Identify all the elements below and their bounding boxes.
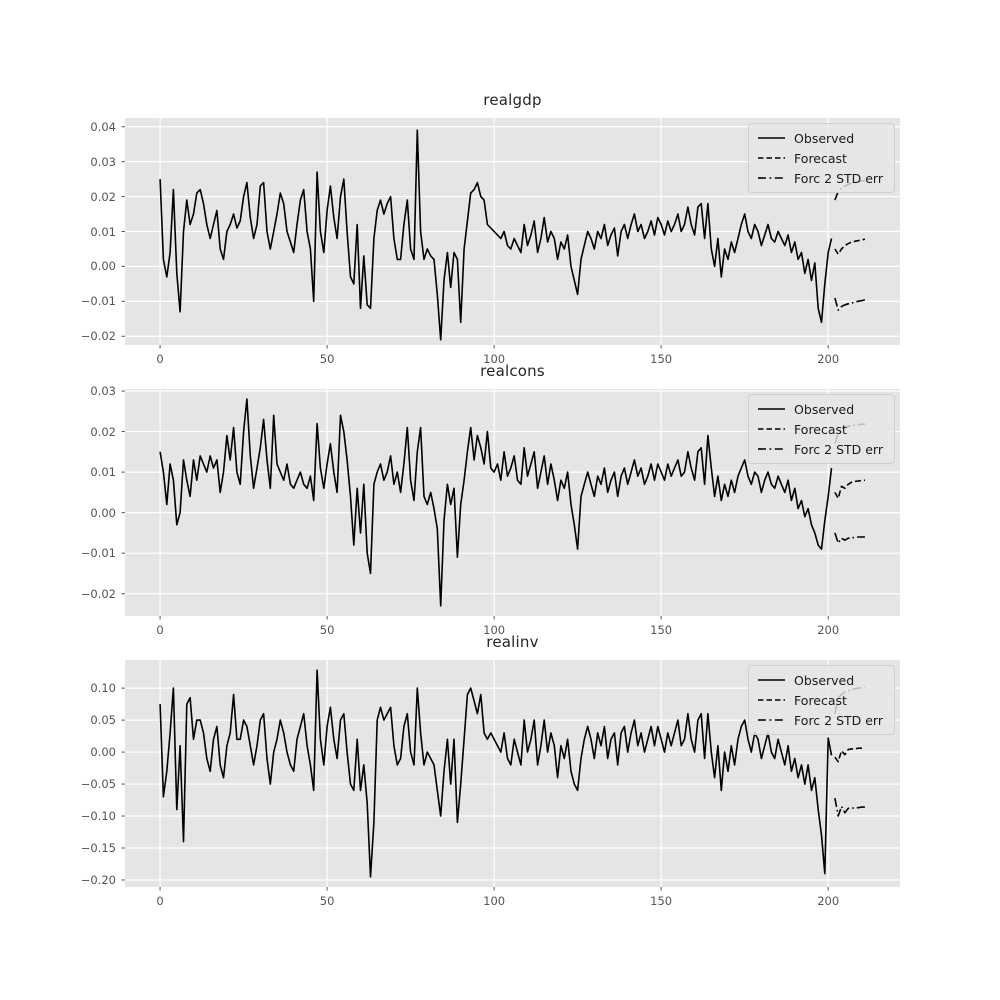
y-tick-label: 0.04 <box>90 119 116 134</box>
y-tick-label: −0.20 <box>80 872 116 887</box>
legend-label: Observed <box>794 401 855 417</box>
x-tick-label: 0 <box>156 623 164 637</box>
y-tick-label: 0.03 <box>90 154 116 169</box>
legend-entry-observed: Observed <box>758 670 883 690</box>
y-tick-label: 0.00 <box>90 505 116 520</box>
legend-entry-forecast: Forecast <box>758 419 883 439</box>
legend-entry-forecast: Forecast <box>758 690 883 710</box>
x-tick-label: 50 <box>319 352 335 366</box>
x-tick-label: 0 <box>156 352 164 366</box>
legend-label: Forecast <box>794 692 847 708</box>
y-tick-label: 0.10 <box>90 681 116 696</box>
legend-label: Observed <box>794 130 855 146</box>
x-tick-label: 50 <box>319 894 335 908</box>
legend-entry-stderr: Forc 2 STD err <box>758 168 883 188</box>
solid-line-icon <box>758 679 786 681</box>
dashdot-line-icon <box>758 448 786 450</box>
x-tick-label: 200 <box>817 352 840 366</box>
y-tick-label: 0.02 <box>90 424 116 439</box>
legend-entry-observed: Observed <box>758 399 883 419</box>
y-tick-label: −0.02 <box>80 329 116 344</box>
y-tick-label: −0.02 <box>80 586 116 601</box>
y-tick-label: −0.01 <box>80 294 116 309</box>
legend-label: Forc 2 STD err <box>794 441 883 457</box>
dashdot-line-icon <box>758 177 786 179</box>
y-tick-label: −0.15 <box>80 840 116 855</box>
x-tick-label: 100 <box>483 623 506 637</box>
legend-label: Forc 2 STD err <box>794 170 883 186</box>
dashed-line-icon <box>758 428 786 430</box>
legend-label: Observed <box>794 672 855 688</box>
x-tick-label: 100 <box>483 352 506 366</box>
legend-label: Forecast <box>794 421 847 437</box>
legend-label: Forecast <box>794 150 847 166</box>
series-observed <box>159 129 833 341</box>
x-tick-label: 0 <box>156 894 164 908</box>
solid-line-icon <box>758 408 786 410</box>
legend-entry-stderr: Forc 2 STD err <box>758 710 883 730</box>
solid-line-icon <box>758 137 786 139</box>
y-tick-label: 0.00 <box>90 745 116 760</box>
series-forc-2-std-err-lower <box>834 532 865 544</box>
series-forecast <box>834 747 865 763</box>
subplot-realcons: realcons Observed Forecast Forc 2 STD er… <box>121 362 900 620</box>
plot-title: realcons <box>480 362 545 380</box>
y-tick-label: 0.01 <box>90 465 116 480</box>
y-tick-label: 0.01 <box>90 224 116 239</box>
x-tick-label: 50 <box>319 623 335 637</box>
x-tick-label: 150 <box>650 623 673 637</box>
x-tick-label: 200 <box>817 623 840 637</box>
plot-title: realinv <box>486 633 539 651</box>
y-tick-label: 0.00 <box>90 259 116 274</box>
legend-label: Forc 2 STD err <box>794 712 883 728</box>
legend-entry-observed: Observed <box>758 128 883 148</box>
series-forc-2-std-err-lower <box>834 797 865 817</box>
legend: Observed Forecast Forc 2 STD err <box>748 123 895 193</box>
subplot-realgdp: realgdp Observed Forecast Forc 2 STD err <box>121 91 900 349</box>
series-forecast <box>834 479 865 500</box>
legend-entry-forecast: Forecast <box>758 148 883 168</box>
series-forecast <box>834 238 866 255</box>
series-forc-2-std-err-lower <box>834 297 866 311</box>
legend-entry-stderr: Forc 2 STD err <box>758 439 883 459</box>
series-observed <box>159 398 833 607</box>
legend: Observed Forecast Forc 2 STD err <box>748 665 895 735</box>
y-tick-label: 0.02 <box>90 189 116 204</box>
subplot-realinv: realinv Observed Forecast Forc 2 STD err <box>121 633 900 891</box>
x-tick-label: 150 <box>650 894 673 908</box>
y-tick-label: 0.05 <box>90 713 116 728</box>
dashed-line-icon <box>758 699 786 701</box>
y-tick-label: −0.01 <box>80 546 116 561</box>
x-tick-label: 200 <box>817 894 840 908</box>
y-tick-label: −0.05 <box>80 777 116 792</box>
y-tick-label: 0.03 <box>90 384 116 399</box>
plot-title: realgdp <box>483 91 542 109</box>
dashdot-line-icon <box>758 719 786 721</box>
series-observed <box>159 669 833 878</box>
legend: Observed Forecast Forc 2 STD err <box>748 394 895 464</box>
x-tick-label: 100 <box>483 894 506 908</box>
x-tick-label: 150 <box>650 352 673 366</box>
y-tick-label: −0.10 <box>80 809 116 824</box>
dashed-line-icon <box>758 157 786 159</box>
